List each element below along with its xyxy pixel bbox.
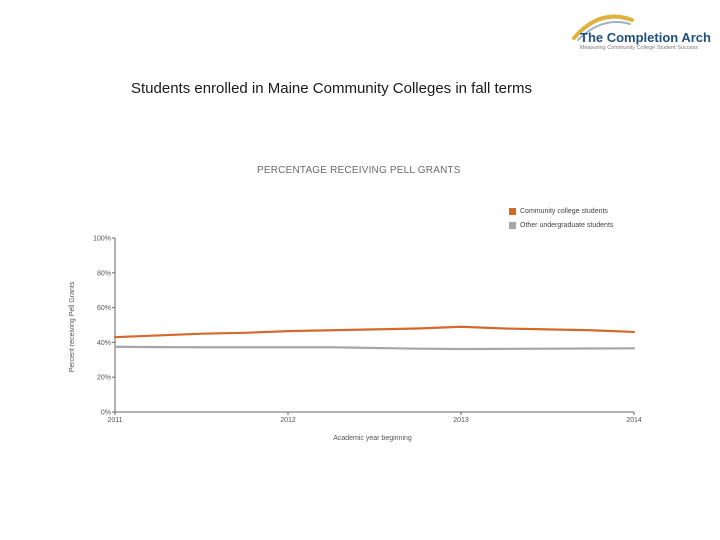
chart-legend: Community college students Other undergr… (509, 204, 613, 232)
legend-item-community: Community college students (509, 204, 613, 218)
y-tick-label: 40% (97, 340, 111, 347)
y-tick-label: 60% (97, 305, 111, 312)
legend-label-community: Community college students (520, 207, 608, 215)
series-line-community-college (113, 325, 636, 339)
logo-subtitle: Measuring Community College Student Succ… (580, 45, 699, 51)
y-tick-label: 80% (97, 270, 111, 277)
legend-item-other: Other undergraduate students (509, 218, 613, 232)
legend-swatch-other (509, 221, 516, 229)
x-tick-label: 2012 (280, 417, 296, 424)
logo-title: The Completion Arch (580, 30, 711, 45)
y-tick-label: 0% (101, 410, 111, 417)
arch-logo-icon (572, 14, 634, 41)
x-tick-label: 2014 (626, 417, 642, 424)
series-line-other-undergraduate (113, 345, 636, 351)
y-axis-title: Percent receiving Pell Grants (69, 281, 76, 372)
x-axis-title: Academic year beginning (333, 435, 412, 442)
x-tick-label: 2013 (453, 417, 469, 424)
x-tick-label: 2011 (107, 417, 122, 424)
completion-arch-logo: The Completion Arch Measuring Community … (560, 12, 711, 54)
y-tick-label: 100% (93, 236, 111, 243)
legend-label-other: Other undergraduate students (520, 221, 614, 229)
chart-title: PERCENTAGE RECEIVING PELL GRANTS (257, 165, 461, 176)
slide-title: Students enrolled in Maine Community Col… (131, 80, 533, 97)
y-tick-label: 20% (97, 375, 111, 382)
legend-swatch-community (509, 207, 516, 215)
